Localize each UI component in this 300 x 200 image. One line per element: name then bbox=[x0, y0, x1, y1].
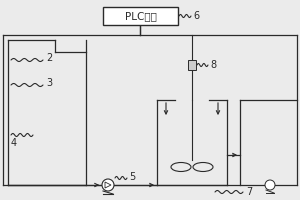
Circle shape bbox=[265, 180, 275, 190]
Bar bbox=[103, 7, 178, 25]
Circle shape bbox=[102, 179, 114, 191]
Text: 7: 7 bbox=[246, 187, 252, 197]
Text: 8: 8 bbox=[210, 60, 216, 70]
Bar bbox=[188, 60, 196, 70]
Text: 6: 6 bbox=[193, 11, 199, 21]
Text: 2: 2 bbox=[46, 53, 52, 63]
Text: 4: 4 bbox=[11, 138, 17, 148]
Text: PLC控制: PLC控制 bbox=[124, 11, 156, 21]
Text: 3: 3 bbox=[46, 78, 52, 88]
Text: 5: 5 bbox=[129, 172, 135, 182]
